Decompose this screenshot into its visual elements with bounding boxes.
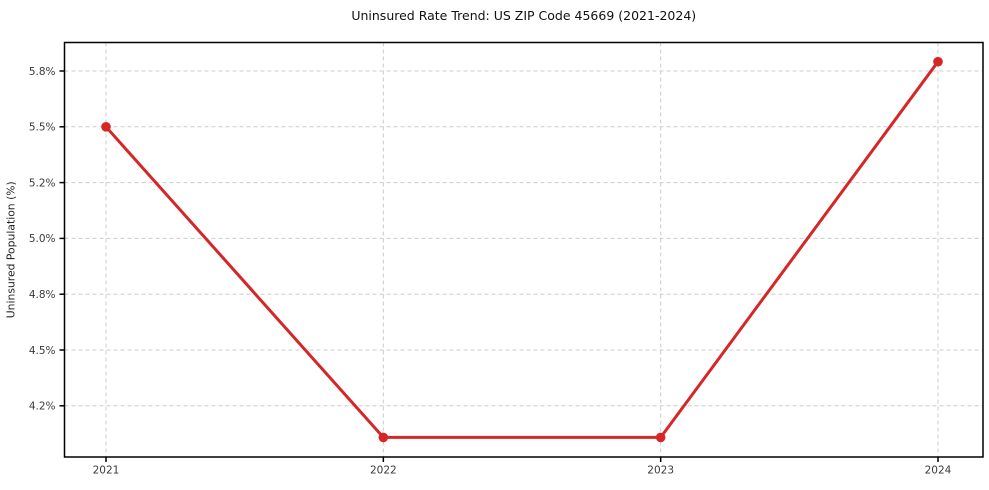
x-tick-label-2023: 2023 bbox=[647, 465, 674, 477]
data-point-2024 bbox=[933, 56, 943, 67]
y-tick-label-2: 5.2% bbox=[29, 177, 56, 189]
y-tick-label-6: 4.2% bbox=[29, 401, 56, 413]
y-tick-label-0: 5.8% bbox=[29, 66, 56, 78]
series bbox=[101, 56, 943, 443]
x-tick-label-2024: 2024 bbox=[925, 465, 952, 477]
y-tick-label-4: 4.8% bbox=[29, 289, 56, 301]
y-tick-label-3: 5.0% bbox=[29, 233, 56, 245]
y-axis-label: Uninsured Population (%) bbox=[5, 181, 18, 318]
chart-title: Uninsured Rate Trend: US ZIP Code 45669 … bbox=[351, 8, 696, 23]
trend-line bbox=[104, 60, 940, 439]
tick-labels: 5.8% 5.5% 5.2% 5.0% 4.8% 4.5% 4.2% 2021 2022 2023… bbox=[29, 66, 952, 477]
data-point-2023 bbox=[655, 432, 666, 443]
data-point-2022 bbox=[378, 432, 389, 443]
x-tick-label-2021: 2021 bbox=[93, 465, 120, 477]
plot-area: 5.8% 5.5% 5.2% 5.0% 4.8% 4.5% 4.2% 2021 2022 2023… bbox=[29, 41, 984, 477]
axes bbox=[59, 41, 984, 462]
y-tick-label-1: 5.5% bbox=[29, 122, 56, 134]
y-tick-label-5: 4.5% bbox=[29, 345, 56, 357]
plot-border bbox=[63, 41, 984, 458]
data-point-2021 bbox=[101, 122, 111, 132]
gridlines bbox=[64, 42, 983, 457]
x-tick-label-2022: 2022 bbox=[370, 465, 397, 477]
